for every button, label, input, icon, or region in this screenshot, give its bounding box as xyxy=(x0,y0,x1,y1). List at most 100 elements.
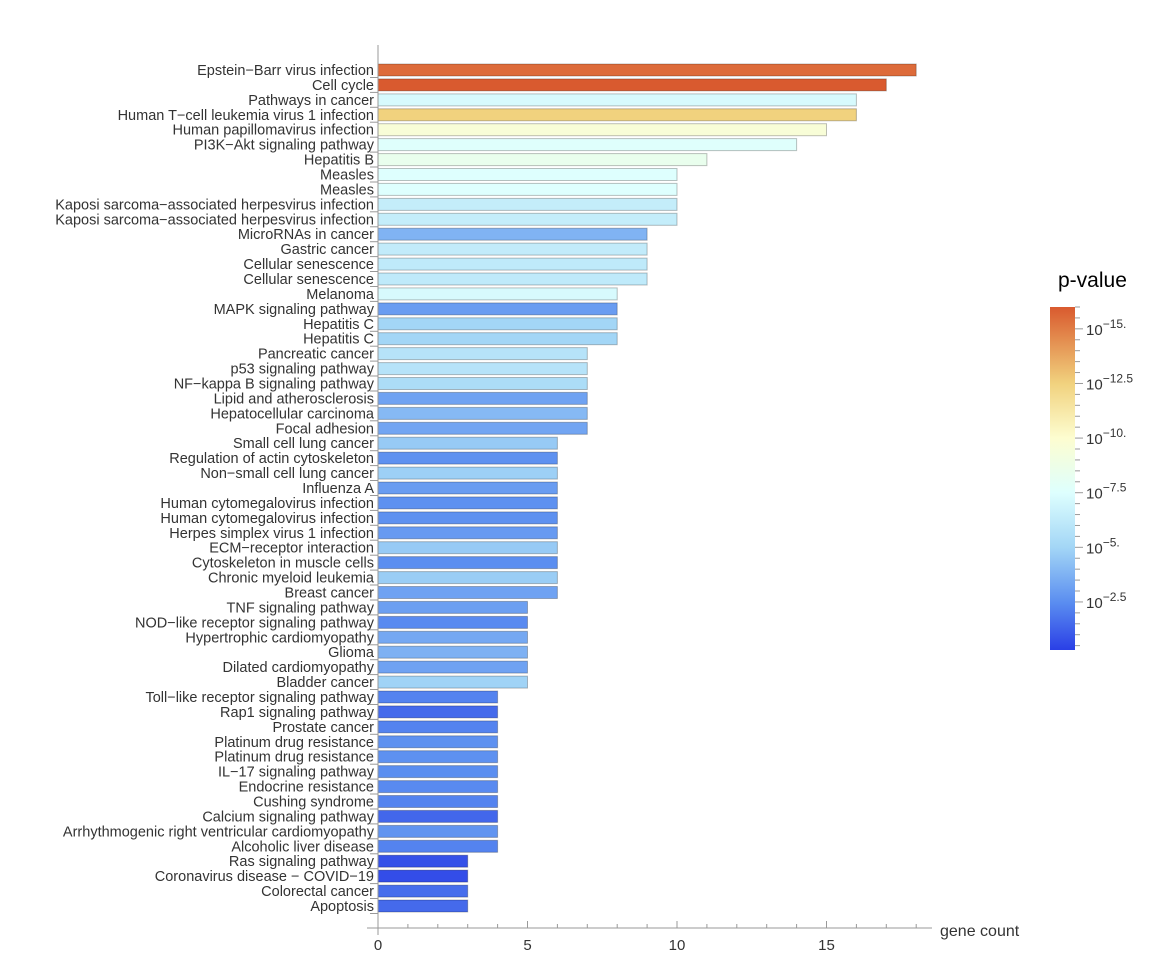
category-label: Kaposi sarcoma−associated herpesvirus in… xyxy=(55,212,374,228)
bar xyxy=(377,362,588,376)
category-label: Herpes simplex virus 1 infection xyxy=(169,526,374,542)
category-label: Small cell lung cancer xyxy=(233,436,374,452)
category-label: Gastric cancer xyxy=(281,242,375,258)
category-label: Colorectal cancer xyxy=(261,884,374,900)
category-label: NOD−like receptor signaling pathway xyxy=(135,615,375,631)
category-label: ECM−receptor interaction xyxy=(209,541,374,557)
category-label: Regulation of actin cytoskeleton xyxy=(169,451,374,467)
category-label: Dilated cardiomyopathy xyxy=(222,660,374,676)
category-label: MicroRNAs in cancer xyxy=(238,227,374,243)
color-legend: p-value 10−15. 10−12.5 10−10. 10−7.5 10−5. 10… xyxy=(1050,269,1133,650)
bar xyxy=(377,854,469,868)
bar xyxy=(377,168,678,181)
category-label: Human cytomegalovirus infection xyxy=(160,496,374,512)
x-tick-label: 10 xyxy=(669,937,686,954)
bar xyxy=(377,138,798,152)
category-label: Cellular senescence xyxy=(243,272,374,288)
category-label: Cellular senescence xyxy=(243,257,374,273)
bar xyxy=(377,780,499,794)
bar xyxy=(377,421,588,435)
bar xyxy=(377,63,917,77)
bar xyxy=(377,705,499,719)
category-label: Measles xyxy=(320,168,374,184)
category-label: Melanoma xyxy=(306,287,375,303)
category-label: PI3K−Akt signaling pathway xyxy=(194,138,375,154)
bar xyxy=(377,153,708,167)
category-label: Human cytomegalovirus infection xyxy=(160,511,374,527)
bar xyxy=(377,272,648,286)
category-label: Toll−like receptor signaling pathway xyxy=(145,690,374,706)
category-label: NF−kappa B signaling pathway xyxy=(174,377,375,393)
colorbar-tick-label: 10−12.5 xyxy=(1086,371,1133,393)
category-label: Focal adhesion xyxy=(276,421,374,437)
category-label: Lipid and atherosclerosis xyxy=(214,391,374,407)
category-label: Pancreatic cancer xyxy=(258,347,374,363)
category-label: Hepatitis B xyxy=(304,153,374,169)
bar xyxy=(377,824,499,838)
x-tick-label: 5 xyxy=(523,937,531,954)
category-label: Rap1 signaling pathway xyxy=(220,705,375,721)
bar xyxy=(377,391,588,405)
bar xyxy=(377,182,678,196)
bar xyxy=(377,839,499,853)
category-label: Cytoskeleton in muscle cells xyxy=(192,556,374,572)
bar xyxy=(377,287,618,301)
bar xyxy=(377,765,499,779)
bar xyxy=(377,720,499,734)
bar xyxy=(377,690,499,704)
bar xyxy=(377,630,528,644)
bar xyxy=(377,586,558,599)
category-label: TNF signaling pathway xyxy=(227,600,375,616)
bar xyxy=(377,541,558,555)
colorbar-tick-label: 10−15. xyxy=(1086,317,1126,339)
bar xyxy=(377,556,558,570)
colorbar-tick-label: 10−2.5 xyxy=(1086,590,1127,612)
category-label: Chronic myeloid leukemia xyxy=(208,571,375,587)
bar xyxy=(377,735,499,749)
bar xyxy=(377,93,857,107)
bar xyxy=(377,884,469,898)
bar xyxy=(377,302,618,316)
bar xyxy=(377,257,648,271)
category-label: Pathways in cancer xyxy=(248,93,374,109)
category-label: Coronavirus disease − COVID−19 xyxy=(155,869,374,885)
category-label: Kaposi sarcoma−associated herpesvirus in… xyxy=(55,197,374,213)
bar xyxy=(377,526,558,540)
bar xyxy=(377,212,678,226)
bar xyxy=(377,197,678,211)
legend-title: p-value xyxy=(1058,269,1127,292)
category-label: Platinum drug resistance xyxy=(214,735,374,751)
bar xyxy=(377,78,887,92)
bar xyxy=(377,571,558,585)
category-label: Breast cancer xyxy=(285,586,375,602)
bar xyxy=(377,481,558,495)
category-label: Hepatitis C xyxy=(303,332,374,348)
category-label: Hepatocellular carcinoma xyxy=(210,406,375,422)
colorbar xyxy=(1050,307,1075,650)
category-label: Cushing syndrome xyxy=(253,795,374,811)
category-label: Platinum drug resistance xyxy=(214,750,374,766)
category-label: Cell cycle xyxy=(312,78,374,94)
bar xyxy=(377,496,558,510)
axes: 0 5 10 15 xyxy=(367,45,932,954)
category-label: Endocrine resistance xyxy=(239,780,374,796)
bar xyxy=(377,406,588,420)
category-label: Glioma xyxy=(328,645,375,661)
bar xyxy=(377,869,469,883)
category-label: Human T−cell leukemia virus 1 infection xyxy=(118,108,374,124)
category-label: MAPK signaling pathway xyxy=(214,302,375,318)
bar xyxy=(377,511,558,525)
bar xyxy=(377,123,827,137)
bar xyxy=(377,466,558,480)
category-label: IL−17 signaling pathway xyxy=(218,765,375,781)
bar xyxy=(377,809,499,823)
bar xyxy=(377,227,648,241)
bar xyxy=(377,899,469,913)
colorbar-tick-label: 10−10. xyxy=(1086,426,1126,448)
bar xyxy=(377,750,499,764)
bar xyxy=(377,795,499,808)
category-label: Calcium signaling pathway xyxy=(202,809,374,825)
category-label: Bladder cancer xyxy=(276,675,374,691)
